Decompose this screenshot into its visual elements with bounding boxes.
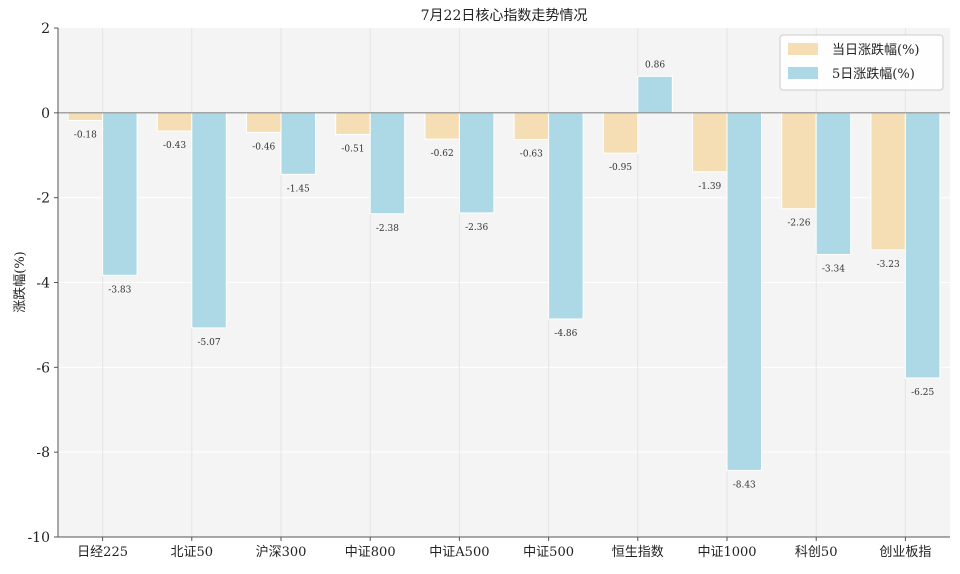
x-tick-label: 中证1000 xyxy=(697,545,756,560)
y-tick-label: 0 xyxy=(41,106,50,122)
y-tick-label: -8 xyxy=(36,445,50,461)
y-tick-label: -2 xyxy=(36,191,50,207)
bar-series-2 xyxy=(458,112,495,214)
y-axis-label: 涨跌幅(%) xyxy=(12,251,28,313)
x-tick-label: 科创50 xyxy=(795,545,838,560)
bar-series-1 xyxy=(335,112,371,135)
data-label-series-2: 0.86 xyxy=(645,60,665,70)
bar-series-2 xyxy=(191,112,227,329)
chart-title: 7月22日核心指数走势情况 xyxy=(421,8,588,24)
bar-series-1 xyxy=(870,112,906,251)
y-tick-label: 2 xyxy=(41,21,50,37)
bar-series-2 xyxy=(637,75,673,114)
data-label-series-1: -0.63 xyxy=(520,150,543,160)
data-label-series-2: -3.83 xyxy=(108,285,131,295)
bar-series-1 xyxy=(424,112,460,140)
data-label-series-2: -4.86 xyxy=(554,329,577,339)
data-label-series-1: -3.23 xyxy=(877,260,900,270)
bar-series-2 xyxy=(548,112,584,320)
data-label-series-2: -2.36 xyxy=(465,223,488,233)
x-tick-label: 中证500 xyxy=(523,545,574,560)
bar-series-2 xyxy=(102,112,138,276)
data-label-series-2: -6.25 xyxy=(911,388,934,398)
bar-series-1 xyxy=(156,112,193,132)
bar-series-2 xyxy=(904,112,941,379)
x-tick-label: 中证A500 xyxy=(429,545,489,560)
bar-series-2 xyxy=(726,112,762,471)
bar-series-1 xyxy=(692,112,728,173)
x-tick-label: 创业板指 xyxy=(879,545,931,560)
data-label-series-1: -1.39 xyxy=(698,182,721,192)
bar-series-1 xyxy=(602,112,639,154)
bar-series-1 xyxy=(246,112,282,133)
bar-series-1 xyxy=(67,112,104,121)
data-label-series-1: -0.62 xyxy=(431,149,454,159)
x-tick-label: 北证50 xyxy=(171,545,214,560)
data-label-series-1: -0.43 xyxy=(163,141,186,151)
y-tick-label: -4 xyxy=(36,276,50,292)
legend-box xyxy=(779,34,944,91)
y-tick-label: -6 xyxy=(36,360,50,376)
data-label-series-2: -8.43 xyxy=(733,480,756,490)
data-label-series-2: -1.45 xyxy=(287,184,310,194)
data-label-series-2: -3.34 xyxy=(822,265,845,275)
legend-swatch-2 xyxy=(788,67,818,79)
y-tick-label: -10 xyxy=(27,530,50,546)
x-tick-label: 日经225 xyxy=(77,545,128,560)
data-label-series-1: -0.51 xyxy=(341,144,364,154)
legend: 当日涨跌幅(%) 5日涨跌幅(%) xyxy=(779,34,944,91)
data-labels: -0.18 -0.43 -0.46 -0.51 -0.62 -0.63 -0.95 -1.39… xyxy=(74,60,935,490)
axes: 2 0 -2 -4 -6 -8 -10 日经225 北证50 沪深300 中证800 中证A500 中证… xyxy=(27,21,950,560)
data-label-series-1: -0.46 xyxy=(252,142,275,152)
data-label-series-1: -2.26 xyxy=(787,219,810,229)
legend-swatch-1 xyxy=(788,43,818,55)
bar-series-1 xyxy=(513,112,550,141)
bar-series-2 xyxy=(369,112,406,215)
data-label-series-1: -0.18 xyxy=(74,130,97,140)
data-label-series-2: -2.38 xyxy=(376,224,399,234)
data-label-series-2: -5.07 xyxy=(198,338,221,348)
x-tick-label: 沪深300 xyxy=(256,544,307,560)
x-tick-label: 中证800 xyxy=(345,545,396,560)
legend-label-2: 5日涨跌幅(%) xyxy=(832,66,915,82)
data-label-series-1: -0.95 xyxy=(609,163,632,173)
x-tick-label: 恒生指数 xyxy=(612,545,664,560)
bar-series-2 xyxy=(815,112,852,256)
legend-label-1: 当日涨跌幅(%) xyxy=(832,42,920,58)
bars xyxy=(67,75,941,471)
bar-series-2 xyxy=(280,112,316,175)
bar-series-1 xyxy=(781,112,817,210)
